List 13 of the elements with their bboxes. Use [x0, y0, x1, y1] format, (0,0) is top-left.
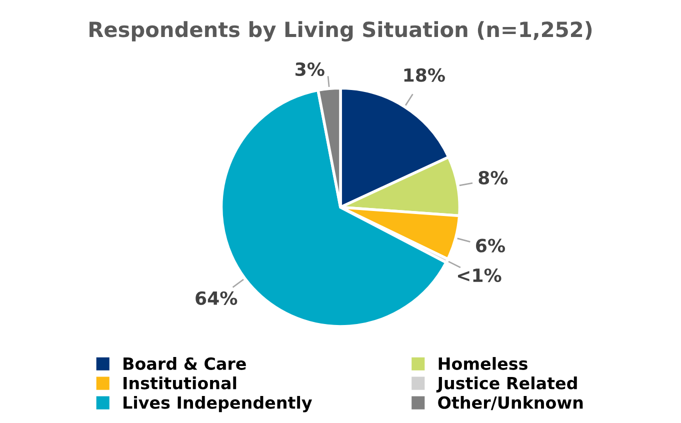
legend-label: Board & Care: [124, 357, 246, 370]
legend-label: Lives Independently: [124, 396, 312, 412]
chart-title: Respondents by Living Situation (n=1,252): [90, 21, 592, 42]
data-label: 3%: [296, 62, 324, 76]
legend-label: Homeless: [438, 357, 528, 370]
data-label: 8%: [478, 170, 508, 185]
legend-label: Other/Unknown: [438, 396, 583, 410]
data-label: 64%: [196, 291, 238, 305]
data-label: 6%: [476, 238, 505, 252]
data-label: 18%: [404, 68, 445, 82]
legend-label: Institutional: [124, 376, 236, 390]
legend-label: Justice Related: [436, 376, 577, 393]
data-label: <1%: [458, 268, 502, 282]
